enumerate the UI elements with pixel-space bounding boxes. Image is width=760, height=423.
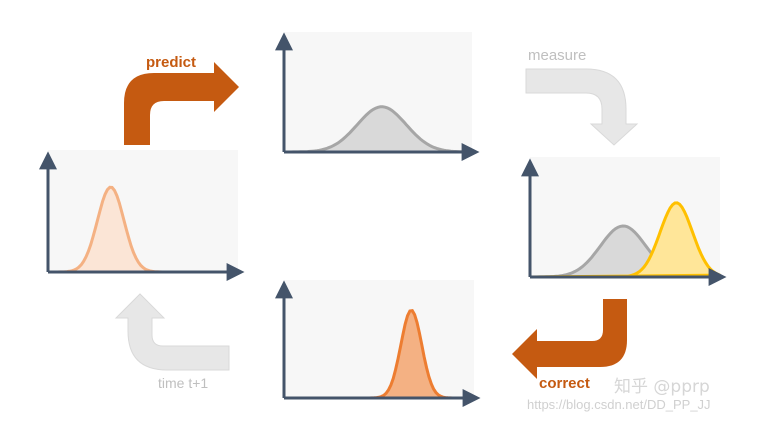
predict-step: predict [124, 54, 239, 145]
time-step: time t+1 [114, 293, 230, 391]
time-step-arrow-icon [114, 293, 230, 371]
predicted-panel [275, 32, 480, 161]
predict-label: predict [146, 54, 196, 71]
measure-label: measure [528, 47, 586, 64]
prior-panel [39, 150, 245, 281]
prior-panel-background [48, 150, 238, 272]
posterior-panel [275, 280, 481, 407]
measurement-panel [521, 157, 727, 286]
watermark-text: 知乎 @pprp [614, 377, 710, 397]
source-url: https://blog.csdn.net/DD_PP_JJ [527, 397, 711, 412]
predict-arrow-icon [124, 62, 239, 145]
correct-arrow-icon [512, 299, 627, 379]
correct-step: correct [512, 299, 627, 392]
measure-arrow-icon [525, 68, 639, 146]
posterior-panel-background [284, 280, 474, 398]
measure-step: measure [525, 47, 639, 146]
correct-label: correct [539, 375, 590, 392]
time-step-label: time t+1 [158, 375, 208, 391]
